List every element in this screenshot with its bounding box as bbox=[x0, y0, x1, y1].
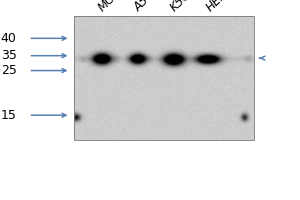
Text: MCF-7: MCF-7 bbox=[96, 0, 130, 14]
Text: 15: 15 bbox=[1, 109, 16, 122]
Text: HEK293: HEK293 bbox=[204, 0, 246, 14]
Text: 35: 35 bbox=[1, 49, 16, 62]
Text: A549: A549 bbox=[132, 0, 163, 14]
Bar bbox=[74, 16, 254, 140]
Text: 25: 25 bbox=[1, 64, 16, 77]
Text: K562: K562 bbox=[168, 0, 198, 14]
Text: 40: 40 bbox=[1, 32, 16, 45]
